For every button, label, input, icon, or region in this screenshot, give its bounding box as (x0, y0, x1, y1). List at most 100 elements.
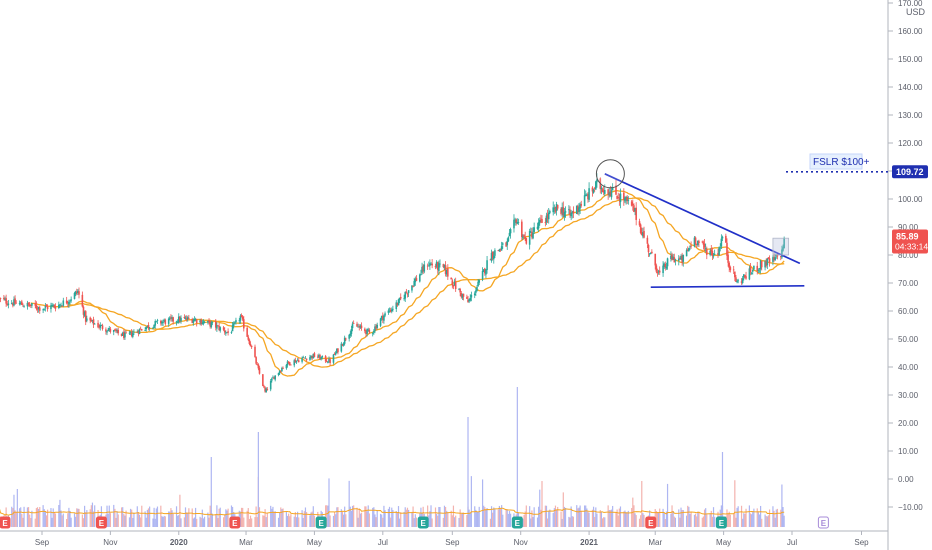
volume-bar (767, 515, 770, 527)
candle-body (89, 317, 92, 321)
volume-bar (108, 505, 110, 527)
earnings-marker[interactable] (817, 516, 829, 529)
candle-body (726, 242, 728, 256)
volume-bar (507, 513, 509, 527)
highlight-circle[interactable] (595, 159, 625, 189)
volume-bar (217, 518, 219, 527)
moving-average-line (30, 190, 785, 377)
volume-bar (123, 514, 125, 527)
candle-body (462, 293, 465, 297)
volume-bar (60, 510, 62, 527)
candle-body (144, 330, 146, 331)
volume-bar (156, 506, 159, 527)
last-price-tag[interactable] (892, 229, 928, 254)
candle-body (98, 326, 100, 328)
projection-box[interactable] (772, 237, 790, 256)
volume-bar (225, 509, 227, 527)
volume-bar (131, 509, 133, 527)
earnings-marker-letter: E (99, 519, 105, 528)
volume-bar (336, 507, 338, 527)
volume-bar (154, 518, 156, 527)
earnings-marker[interactable] (715, 516, 727, 529)
volume-bar (373, 507, 375, 527)
volume-bar (115, 517, 117, 527)
candle-body (295, 360, 298, 363)
candle-body (718, 247, 720, 255)
volume-bar (43, 509, 45, 527)
x-tick-label: 2020 (170, 538, 188, 547)
price-alert[interactable]: FSLR $100+ 109.72 (786, 153, 928, 179)
volume-bar (311, 511, 313, 527)
earnings-marker[interactable] (645, 516, 657, 529)
volume-bar (254, 517, 256, 527)
earnings-marker[interactable] (95, 516, 107, 529)
volume-bar (696, 516, 698, 527)
volume-bar (309, 515, 311, 527)
candle-body (478, 280, 481, 283)
earnings-marker[interactable] (417, 516, 429, 529)
price-alert-tag[interactable] (892, 165, 928, 179)
volume-bar (530, 518, 532, 527)
price-axis[interactable]: −10.00 0.00 10.00 20.00 30.00 40.00 50.00 60.00… (887, 0, 932, 550)
candle-body (671, 254, 673, 261)
volume-bar (757, 512, 759, 527)
candle-body (610, 190, 613, 198)
volume-bar (415, 517, 418, 527)
volume-bar (586, 508, 588, 527)
candle-body (163, 319, 165, 321)
earnings-marker[interactable] (315, 516, 327, 529)
earnings-marker[interactable] (229, 516, 241, 529)
candle-body (136, 331, 139, 333)
volume-bar (768, 509, 771, 527)
candle-body (193, 319, 196, 322)
volume-bar (270, 505, 272, 527)
candle-body (148, 327, 151, 329)
volume-bar (210, 457, 212, 527)
candle-body (681, 255, 683, 263)
trendline[interactable] (604, 173, 801, 265)
volume-bar (475, 509, 477, 527)
volume-bar (541, 481, 543, 527)
price-alert-note: FSLR $100+ (813, 157, 870, 168)
earnings-marker-letter: E (515, 519, 521, 528)
volume-bar (693, 514, 696, 527)
earnings-marker[interactable] (511, 516, 523, 529)
candle-body (753, 265, 755, 270)
volume-bar (753, 508, 755, 527)
drawings[interactable] (595, 159, 805, 289)
trendline[interactable] (650, 284, 805, 289)
volume-bar (335, 514, 337, 527)
candle-body (311, 355, 313, 359)
volume-bar (714, 516, 716, 527)
volume-bar (585, 505, 587, 527)
time-axis[interactable]: Sep Nov 2020 Mar May Jul Sep Nov 2021 Mar May Jul Se… (0, 530, 888, 547)
candle-body (570, 213, 572, 217)
candle-body (60, 304, 62, 306)
earnings-marker[interactable] (0, 516, 11, 529)
candle-body (7, 303, 10, 305)
candle-body (248, 339, 251, 344)
volume-bar (742, 518, 744, 527)
last-price[interactable]: 85.89 04:33:14 (892, 229, 928, 254)
volume-bar (734, 480, 736, 527)
volume-bar (94, 505, 96, 527)
candle-body (27, 302, 30, 305)
candle-body (184, 317, 187, 319)
volume-bar (623, 511, 625, 527)
volume-bar (51, 517, 53, 527)
candle-body (105, 329, 107, 332)
volume-bar (604, 517, 606, 527)
candle-body (256, 364, 259, 366)
volume-bar (84, 505, 86, 527)
candle-body (702, 242, 705, 245)
volume-bar (764, 514, 766, 527)
volume-bar (705, 508, 707, 527)
volume-bar (374, 514, 376, 527)
candle-body (214, 321, 217, 328)
candle-body (547, 212, 550, 220)
candle-body (407, 290, 410, 294)
candle-body (129, 331, 132, 333)
volume-bar (689, 513, 691, 527)
